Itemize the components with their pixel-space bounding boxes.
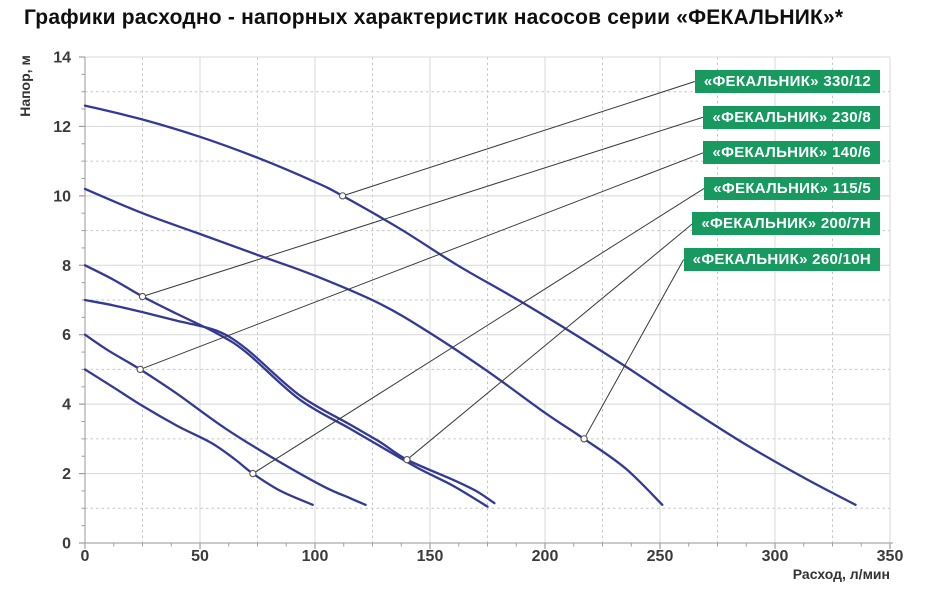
leader-line-330-12 [342, 81, 695, 197]
y-tick-label: 12 [53, 119, 71, 136]
curve-marker-200-7n [403, 456, 411, 464]
y-tick-label: 14 [53, 50, 71, 67]
x-tick-label: 0 [81, 548, 90, 565]
legend-item-230-8: «ФЕКАЛЬНИК» 230/8 [703, 105, 880, 129]
x-tick-label: 50 [191, 548, 209, 565]
y-tick-label: 0 [62, 536, 71, 553]
curve-140-6 [83, 333, 367, 506]
x-tick-label: 200 [532, 548, 559, 565]
x-tick-label: 350 [877, 548, 904, 565]
legend-item-115-5: «ФЕКАЛЬНИК» 115/5 [704, 176, 880, 200]
leader-line-200-7n [406, 223, 693, 461]
y-tick-label: 10 [53, 188, 71, 205]
leader-line-115-5 [252, 187, 705, 474]
curve-200-7n [83, 298, 496, 505]
curve-260-10n [83, 187, 664, 506]
leader-line-230-8 [142, 116, 704, 298]
curve-marker-330-12 [338, 192, 347, 200]
x-tick-label: 100 [302, 548, 329, 565]
y-tick-label: 4 [62, 397, 71, 414]
curve-330-12 [83, 104, 857, 506]
x-tick-label: 300 [762, 548, 789, 565]
curve-marker-115-5 [249, 469, 257, 478]
x-tick-label: 250 [647, 548, 674, 565]
legend-item-260-10n: «ФЕКАЛЬНИК» 260/10Н [683, 248, 880, 271]
chart-title: Графики расходно - напорных характеристи… [24, 6, 844, 29]
y-axis-title: Напор, м [17, 55, 33, 117]
curve-115-5 [83, 368, 314, 506]
y-tick-label: 2 [62, 466, 71, 483]
legend-item-140-6: «ФЕКАЛЬНИК» 140/6 [703, 141, 880, 165]
curve-marker-230-8 [138, 292, 147, 301]
y-tick-label: 8 [62, 258, 71, 275]
x-axis-title: Расход, л/мин [793, 566, 890, 582]
leader-line-260-10n [583, 259, 685, 440]
curve-marker-140-6 [136, 365, 144, 374]
curve-marker-260-10n [580, 435, 588, 443]
legend-item-330-12: «ФЕКАЛЬНИК» 330/12 [694, 70, 880, 93]
legend-item-200-7n: «ФЕКАЛЬНИК» 200/7Н [692, 212, 880, 236]
leader-line-140-6 [140, 152, 704, 370]
x-tick-label: 150 [417, 548, 444, 565]
y-tick-label: 6 [62, 327, 71, 344]
